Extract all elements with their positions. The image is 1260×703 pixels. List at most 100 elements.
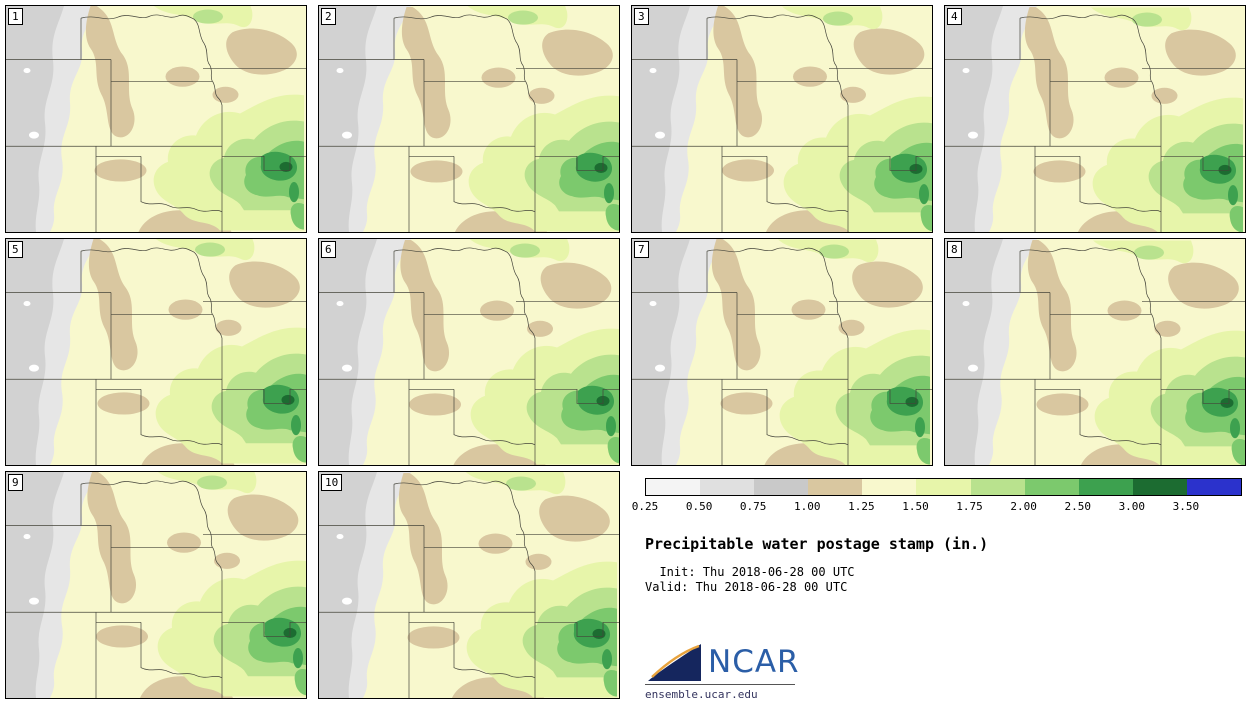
colorbar-segment <box>1132 479 1187 495</box>
state-borders <box>319 480 619 698</box>
precip-map-svg <box>6 472 306 698</box>
gray-layer <box>632 6 724 232</box>
state-borders <box>632 247 932 465</box>
colorbar-segment <box>808 479 863 495</box>
precip-map-svg <box>945 239 1245 465</box>
colorbar-segment <box>646 479 701 495</box>
ncar-logo-icon <box>648 644 701 681</box>
tan-layer <box>88 239 300 465</box>
precip-map-svg <box>6 6 306 232</box>
greens-layer <box>778 239 930 465</box>
map-panel: 10 <box>318 471 620 699</box>
legend-area: 0.25 0.50 0.75 1.00 1.25 1.50 1.75 2.00 2.50 3.00… <box>631 471 1256 701</box>
member-number-label: 5 <box>8 241 23 258</box>
greens-layer <box>1091 7 1243 232</box>
map-panel: 2 <box>318 5 620 233</box>
map-panel: 5 <box>5 238 307 466</box>
colorbar-tick-label: 3.50 <box>1172 500 1200 513</box>
precip-map-svg <box>319 6 619 232</box>
colorbar-segment <box>1024 479 1079 495</box>
map-panel: 7 <box>631 238 933 466</box>
greens-layer <box>465 472 617 698</box>
gray-layer <box>6 239 98 465</box>
colorbar-segment <box>1186 479 1242 495</box>
gray-layer <box>319 6 411 232</box>
member-number-label: 7 <box>634 241 649 258</box>
gray-layer <box>319 239 411 465</box>
colorbar-wrap: 0.25 0.50 0.75 1.00 1.25 1.50 1.75 2.00 2.50 3.00… <box>632 478 1242 516</box>
member-number-label: 9 <box>8 474 23 491</box>
colorbar-segment <box>1078 479 1133 495</box>
map-panel: 1 <box>5 5 307 233</box>
state-borders <box>319 14 619 232</box>
tan-layer <box>1024 7 1236 232</box>
chart-title: Precipitable water postage stamp (in.) <box>645 535 989 553</box>
tan-layer <box>1027 240 1239 465</box>
member-number-label: 10 <box>321 474 343 491</box>
member-number-label: 8 <box>947 241 962 258</box>
state-borders <box>6 247 306 465</box>
colorbar <box>645 478 1242 496</box>
gray-layer <box>945 6 1037 232</box>
map-panel: 6 <box>318 238 620 466</box>
state-borders <box>6 14 306 232</box>
greens-layer <box>153 6 304 231</box>
greens-layer <box>782 6 932 232</box>
gray-layer <box>319 472 411 698</box>
greens-layer <box>157 472 306 697</box>
member-number-label: 3 <box>634 8 649 25</box>
member-number-label: 6 <box>321 241 336 258</box>
site-url-label: ensemble.ucar.edu <box>645 688 758 701</box>
gray-layer <box>632 239 724 465</box>
greens-layer <box>1093 240 1245 465</box>
map-panel: 9 <box>5 471 307 699</box>
colorbar-tick-label: 0.75 <box>739 500 767 513</box>
member-number-label: 2 <box>321 8 336 25</box>
valid-time-label: Valid: Thu 2018-06-28 00 UTC <box>645 580 848 594</box>
greens-layer <box>155 239 306 464</box>
tan-layer <box>85 6 297 232</box>
precip-map-svg <box>319 239 619 465</box>
colorbar-tick-label: 3.00 <box>1118 500 1146 513</box>
ncar-wordmark: NCAR <box>708 644 800 680</box>
colorbar-tick-label: 1.25 <box>848 500 875 513</box>
ncar-logo: NCAR <box>645 641 800 683</box>
precip-map-svg <box>632 239 932 465</box>
precip-map-svg <box>945 6 1245 232</box>
precip-map-svg <box>319 472 619 698</box>
state-borders <box>945 14 1245 232</box>
state-borders <box>6 480 306 698</box>
precip-map-svg <box>6 239 306 465</box>
gray-layer <box>6 472 98 698</box>
tan-layer <box>401 7 613 232</box>
colorbar-segment <box>970 479 1025 495</box>
colorbar-segment <box>754 479 809 495</box>
colorbar-tick-label: 2.00 <box>1010 500 1037 513</box>
tan-layer <box>400 240 612 465</box>
gray-layer <box>945 239 1037 465</box>
gray-layer <box>6 6 98 232</box>
colorbar-tick-label: 0.50 <box>685 500 713 513</box>
colorbar-tick-label: 1.00 <box>794 500 821 513</box>
tan-layer <box>398 473 610 698</box>
colorbar-segment <box>700 479 755 495</box>
precip-map-svg <box>632 6 932 232</box>
colorbar-tick-label: 2.50 <box>1064 500 1091 513</box>
state-borders <box>632 14 932 232</box>
state-borders <box>945 247 1245 465</box>
state-borders <box>319 247 619 465</box>
colorbar-segment <box>916 479 971 495</box>
colorbar-ticks: 0.25 0.50 0.75 1.00 1.25 1.50 1.75 2.00 2.50 3.00… <box>632 500 1242 516</box>
logo-divider <box>645 684 795 685</box>
member-number-label: 4 <box>947 8 962 25</box>
colorbar-tick-label: 1.50 <box>902 500 929 513</box>
map-panel: 3 <box>631 5 933 233</box>
colorbar-tick-label: 1.75 <box>956 500 983 513</box>
map-panel: 4 <box>944 5 1246 233</box>
greens-layer <box>469 239 619 465</box>
member-number-label: 1 <box>8 8 23 25</box>
init-time-label: Init: Thu 2018-06-28 00 UTC <box>645 565 855 579</box>
colorbar-segment <box>862 479 917 495</box>
map-panel: 8 <box>944 238 1246 466</box>
